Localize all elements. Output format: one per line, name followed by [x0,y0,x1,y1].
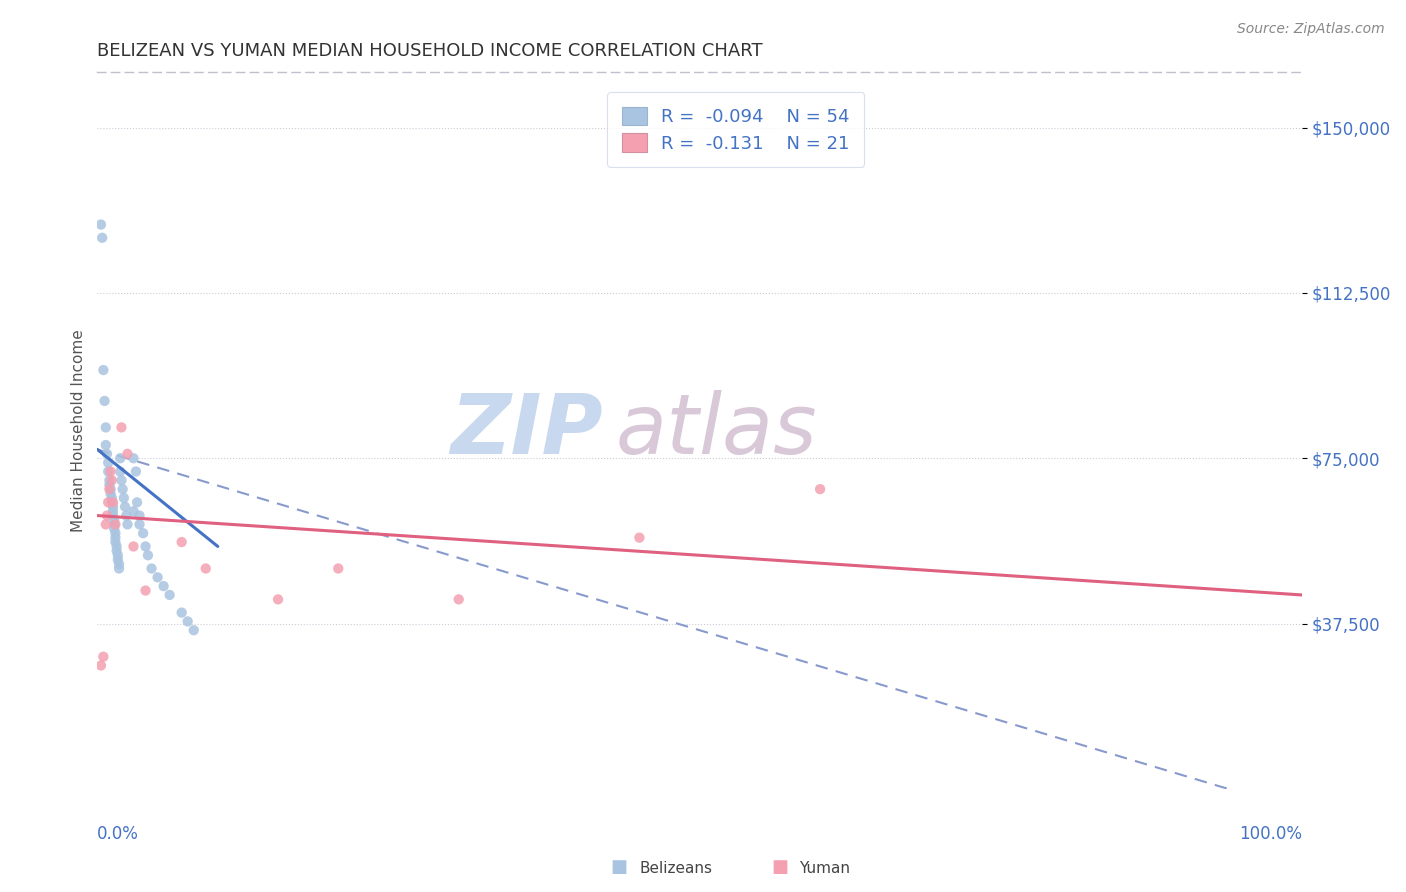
Text: BELIZEAN VS YUMAN MEDIAN HOUSEHOLD INCOME CORRELATION CHART: BELIZEAN VS YUMAN MEDIAN HOUSEHOLD INCOM… [97,42,763,60]
Point [107,549,129,563]
Point [96,508,118,523]
Point [101,491,124,505]
Point [90,658,112,673]
Point [97,465,120,479]
Point [105,540,128,554]
Point [159,588,181,602]
Text: atlas: atlas [616,390,817,471]
Point [110,451,132,466]
Text: ■: ■ [772,858,789,876]
Point [127,495,149,509]
Point [103,513,125,527]
Point [125,465,148,479]
Point [117,517,139,532]
Point [122,504,145,518]
Point [108,557,131,571]
Text: ZIP: ZIP [451,390,603,471]
Point [110,473,132,487]
Point [135,540,157,554]
Point [93,393,115,408]
Text: 0.0%: 0.0% [97,825,139,843]
Point [98,482,121,496]
Point [90,218,112,232]
Point [183,624,205,638]
Point [152,579,174,593]
Point [101,473,124,487]
Point [104,526,127,541]
Point [104,517,127,532]
Point [115,508,138,523]
Point [122,540,145,554]
Point [98,473,121,487]
Text: 100.0%: 100.0% [1239,825,1302,843]
Point [101,500,124,514]
Text: Yuman: Yuman [799,861,849,876]
Point [100,486,122,500]
Point [94,420,117,434]
Point [94,438,117,452]
Point [93,363,115,377]
Y-axis label: Median Household Income: Median Household Income [72,329,86,532]
Point [104,531,127,545]
Point [107,552,129,566]
Point [100,482,122,496]
Point [96,447,118,461]
Point [101,508,124,523]
Point [128,517,150,532]
Point [132,526,155,541]
Point [267,592,290,607]
Point [141,561,163,575]
Point [170,535,193,549]
Point [110,420,132,434]
Point [117,447,139,461]
Point [194,561,217,575]
Point [101,495,124,509]
Point [447,592,470,607]
Point [100,465,122,479]
Point [176,615,198,629]
Legend: R =  -0.094    N = 54, R =  -0.131    N = 21: R = -0.094 N = 54, R = -0.131 N = 21 [607,92,865,167]
Point [112,491,135,505]
Point [110,465,132,479]
Point [93,649,115,664]
Point [91,231,114,245]
Point [103,522,125,536]
Text: ■: ■ [610,858,627,876]
Point [105,544,128,558]
Point [94,517,117,532]
Point [146,570,169,584]
Text: Source: ZipAtlas.com: Source: ZipAtlas.com [1237,22,1385,37]
Point [98,477,121,491]
Point [122,451,145,466]
Point [114,500,136,514]
Point [108,561,131,575]
Point [97,495,120,509]
Point [103,517,125,532]
Point [328,561,350,575]
Point [135,583,157,598]
Point [808,482,831,496]
Point [128,508,150,523]
Point [136,549,159,563]
Point [628,531,651,545]
Point [111,482,134,496]
Point [104,535,127,549]
Point [101,504,124,518]
Point [101,495,124,509]
Text: Belizeans: Belizeans [640,861,713,876]
Point [170,606,193,620]
Point [97,456,120,470]
